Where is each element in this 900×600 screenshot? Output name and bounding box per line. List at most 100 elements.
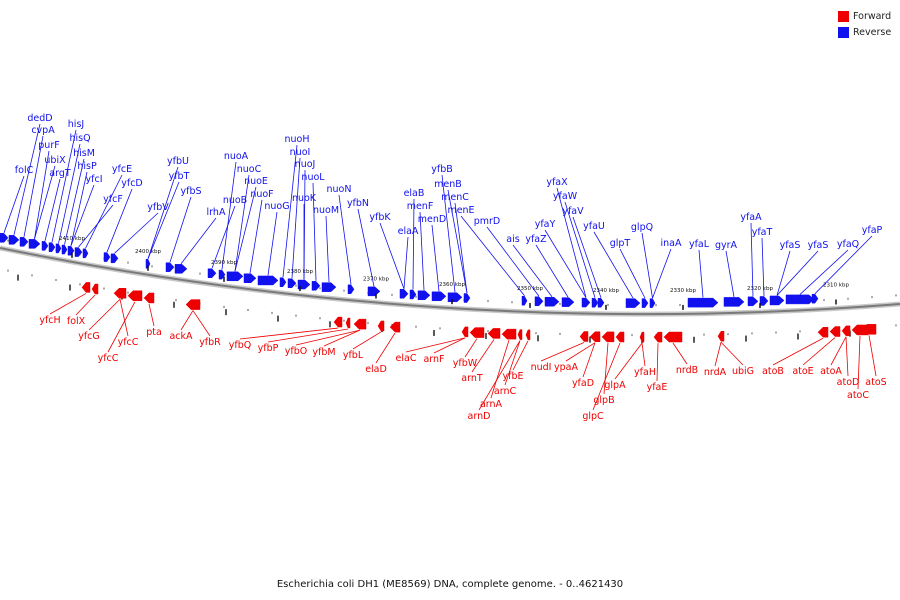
reverse-leader-line <box>512 244 553 297</box>
reverse-leader-line <box>403 236 409 289</box>
reverse-leader-line <box>114 212 159 254</box>
reverse-gene-label: nuoM <box>313 205 339 216</box>
reverse-leader-line <box>211 205 236 269</box>
forward-gene-label: arnD <box>468 411 491 422</box>
reverse-leader-line <box>13 123 41 235</box>
reverse-gene-label: yfcF <box>103 194 123 205</box>
forward-gene-label: ubiG <box>732 366 754 377</box>
reverse-gene-arrow <box>165 262 175 272</box>
forward-gene-arrow <box>461 326 469 338</box>
reverse-gene-arrow <box>110 253 119 264</box>
reverse-leader-line <box>221 161 237 270</box>
reverse-gene-arrow <box>417 290 431 301</box>
forward-gene-label: elaC <box>396 353 417 364</box>
reverse-leader-line <box>572 216 602 298</box>
scale-label: 2320 kbp <box>747 286 773 292</box>
reverse-gene-arrow <box>463 293 471 303</box>
forward-gene-arrow <box>469 327 485 338</box>
forward-leader-line <box>720 341 744 366</box>
genome-caption: Escherichia coli DH1 (ME8569) DNA, compl… <box>276 579 624 590</box>
reverse-gene-label: yfaV <box>562 206 584 217</box>
forward-gene-label: glpB <box>593 395 614 406</box>
reverse-gene-arrow <box>649 298 656 308</box>
forward-gene-arrow <box>143 292 155 304</box>
reverse-gene-label: yfcD <box>121 178 143 189</box>
forward-gene-label: yfbR <box>199 337 221 348</box>
reverse-leader-line <box>169 196 192 263</box>
reverse-leader-line <box>34 150 50 239</box>
reverse-leader-line <box>70 171 88 246</box>
reverse-gene-label: yfbV <box>147 202 169 213</box>
reverse-gene-arrow <box>723 297 745 307</box>
reverse-gene-label: inaA <box>661 238 682 249</box>
reverse-gene-label: yfaY <box>535 219 556 230</box>
forward-gene-label: nrdA <box>704 367 727 378</box>
reverse-gene-arrow <box>257 275 279 286</box>
reverse-gene-label: elaB <box>404 188 425 199</box>
reverse-leader-line <box>535 244 569 298</box>
reverse-leader-line <box>3 175 25 233</box>
reverse-gene-label: purF <box>38 140 59 151</box>
reverse-gene-arrow <box>48 242 56 252</box>
reverse-leader-line <box>78 204 114 248</box>
forward-leader-line <box>323 329 361 347</box>
reverse-leader-line <box>34 165 56 239</box>
reverse-gene-arrow <box>785 294 815 305</box>
forward-gene-label: arnA <box>480 399 503 410</box>
forward-gene-arrow <box>653 331 663 343</box>
reverse-leader-line <box>776 250 791 296</box>
reverse-gene-label: hisQ <box>69 133 90 144</box>
forward-leader-line <box>375 332 396 364</box>
scale-label: 2370 kbp <box>363 277 389 283</box>
forward-gene-label: elaD <box>365 364 387 375</box>
forward-gene-label: yfaE <box>647 382 668 393</box>
reverse-gene-label: menB <box>434 179 462 190</box>
reverse-leader-line <box>234 174 250 272</box>
reverse-leader-line <box>379 222 405 289</box>
forward-leader-line <box>868 335 877 377</box>
reverse-leader-line <box>544 229 587 298</box>
forward-gene-label: atoD <box>837 377 860 388</box>
reverse-gene-label: dedD <box>27 113 52 124</box>
scale-label: 2330 kbp <box>670 288 696 294</box>
reverse-gene-label: hisJ <box>68 119 84 130</box>
forward-gene-arrow <box>113 288 127 299</box>
reverse-gene-arrow <box>409 289 417 300</box>
forward-gene-label: arnC <box>494 386 517 397</box>
forward-gene-label: yfcC <box>118 337 139 348</box>
reverse-gene-arrow <box>103 252 111 262</box>
reverse-leader-line <box>564 201 596 298</box>
forward-gene-label: ypaA <box>554 362 578 373</box>
forward-swatch <box>838 10 849 22</box>
scale-label: 2340 kbp <box>593 288 619 294</box>
reverse-gene-arrow <box>28 239 41 249</box>
reverse-gene-label: yfbN <box>347 198 369 209</box>
forward-leader-line <box>845 336 849 377</box>
reverse-gene-label: nuoB <box>223 195 247 206</box>
reverse-gene-arrow <box>287 278 297 288</box>
reverse-gene-label: yfcI <box>86 174 103 185</box>
reverse-gene-label: nuoJ <box>295 159 316 170</box>
reverse-gene-label: yfaS <box>808 240 829 251</box>
forward-leader-line <box>512 340 529 371</box>
forward-leader-line <box>471 339 495 373</box>
forward-leader-line <box>772 337 824 366</box>
reverse-gene-arrow <box>297 279 311 290</box>
reverse-gene-arrow <box>534 296 544 307</box>
forward-leader-line <box>295 329 361 346</box>
reverse-gene-label: yfaZ <box>525 234 547 245</box>
forward-leader-line <box>641 343 646 367</box>
reverse-leader-line <box>23 135 44 237</box>
forward-gene-label: atoA <box>820 366 842 377</box>
forward-gene-label: atoS <box>865 377 886 388</box>
reverse-gene-arrow <box>597 298 605 308</box>
reverse-gene-arrow <box>321 282 337 292</box>
scale-label: 2310 kbp <box>823 282 849 288</box>
forward-gene-label: folX <box>67 316 86 327</box>
reverse-leader-line <box>725 250 735 297</box>
reverse-gene-label: yfbK <box>369 212 391 223</box>
reverse-label: Reverse <box>853 26 892 38</box>
legend-reverse: Reverse <box>838 25 900 39</box>
reverse-leader-line <box>58 143 81 244</box>
forward-leader-line <box>180 310 194 331</box>
